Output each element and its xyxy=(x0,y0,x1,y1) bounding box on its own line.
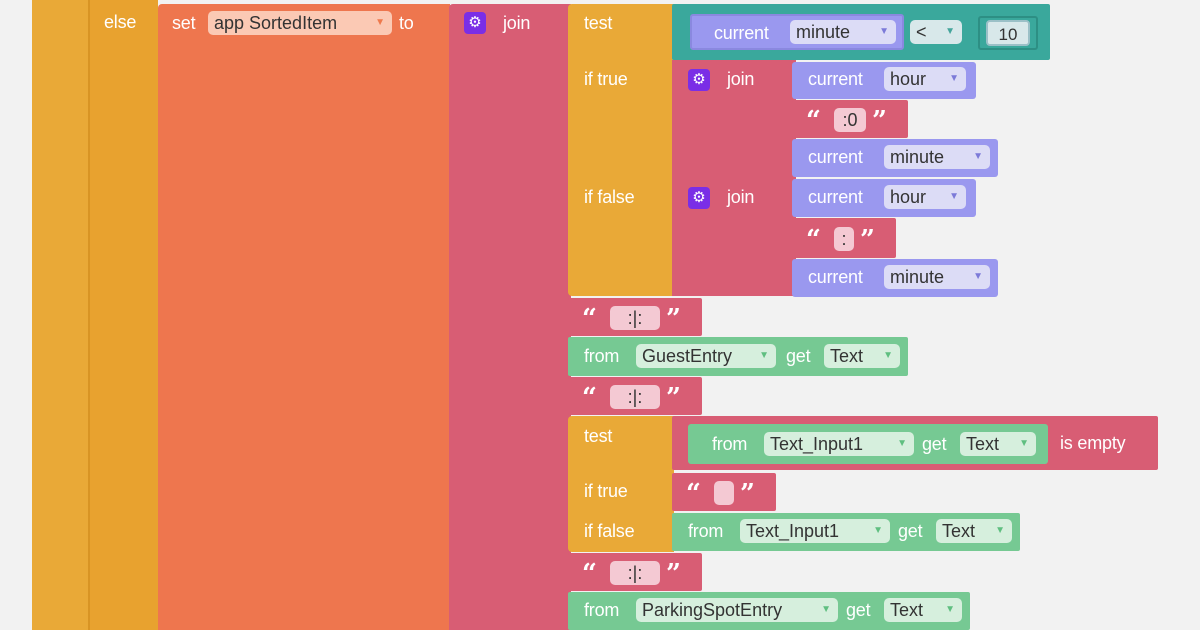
get-label: get xyxy=(898,521,923,541)
close-quote-icon: ” xyxy=(666,304,681,334)
variable-name: app SortedItem xyxy=(214,13,338,33)
component-dropdown[interactable]: Text_Input1 ▼ xyxy=(740,519,890,543)
current-label: current xyxy=(808,69,863,89)
hour-dropdown[interactable]: hour ▼ xyxy=(884,185,966,209)
open-quote-icon: “ xyxy=(806,106,821,136)
minute-dropdown[interactable]: minute ▼ xyxy=(884,265,990,289)
minute-dropdown[interactable]: minute ▼ xyxy=(884,145,990,169)
open-quote-icon: “ xyxy=(582,383,597,413)
separator-value[interactable]: :|: xyxy=(610,561,660,585)
chevron-down-icon: ▼ xyxy=(897,438,907,449)
minute-var: minute xyxy=(890,147,945,167)
join-true-label: join xyxy=(727,69,755,89)
chevron-down-icon: ▼ xyxy=(873,525,883,536)
else-branch-arm xyxy=(88,0,158,630)
chevron-down-icon: ▼ xyxy=(375,17,385,28)
close-quote-icon: ” xyxy=(740,479,755,509)
if2-if-false-label: if false xyxy=(584,521,635,541)
open-quote-icon: “ xyxy=(686,479,701,509)
property-name: Text xyxy=(830,346,864,366)
gear-icon[interactable]: ⚙ xyxy=(464,12,486,34)
from-label: from xyxy=(688,521,724,541)
chevron-down-icon: ▼ xyxy=(973,271,983,282)
operator-value: < xyxy=(916,22,927,42)
set-label: set xyxy=(172,13,196,33)
is-empty-label: is empty xyxy=(1060,433,1126,453)
property-dropdown[interactable]: Text ▼ xyxy=(884,598,962,622)
chevron-down-icon: ▼ xyxy=(879,26,889,37)
from-label: from xyxy=(712,434,748,454)
open-quote-icon: “ xyxy=(806,225,821,255)
get-label: get xyxy=(846,600,871,620)
hour-var: hour xyxy=(890,69,927,89)
close-quote-icon: ” xyxy=(860,225,875,255)
empty-string-value[interactable] xyxy=(714,481,734,505)
property-name: Text xyxy=(966,434,1000,454)
join-false-label: join xyxy=(727,187,755,207)
component-name: Text_Input1 xyxy=(770,434,864,454)
component-name: Text_Input1 xyxy=(746,521,840,541)
set-variable-block[interactable] xyxy=(158,4,450,630)
else-label: else xyxy=(104,12,137,32)
get-label: get xyxy=(786,346,811,366)
separator-value[interactable]: :|: xyxy=(610,385,660,409)
separator-value[interactable]: :|: xyxy=(610,306,660,330)
hour-dropdown[interactable]: hour ▼ xyxy=(884,67,966,91)
component-dropdown[interactable]: GuestEntry ▼ xyxy=(636,344,776,368)
gear-icon[interactable]: ⚙ xyxy=(688,69,710,91)
chevron-down-icon: ▼ xyxy=(883,350,893,361)
component-name: ParkingSpotEntry xyxy=(642,600,783,620)
to-label: to xyxy=(399,13,414,33)
get-label: get xyxy=(922,434,947,454)
main-join-block[interactable] xyxy=(449,4,571,630)
hour-var: hour xyxy=(890,187,927,207)
chevron-down-icon: ▼ xyxy=(945,604,955,615)
variable-dropdown[interactable]: app SortedItem ▼ xyxy=(208,11,392,35)
outer-if-block[interactable] xyxy=(32,0,94,630)
close-quote-icon: ” xyxy=(666,559,681,589)
if-block-1[interactable] xyxy=(568,4,674,296)
current-label: current xyxy=(808,267,863,287)
gear-icon[interactable]: ⚙ xyxy=(688,187,710,209)
component-name: GuestEntry xyxy=(642,346,733,366)
from-label: from xyxy=(584,600,620,620)
if1-if-true-label: if true xyxy=(584,69,628,89)
minute-var: minute xyxy=(890,267,945,287)
string-value[interactable]: : xyxy=(834,227,854,251)
if2-test-label: test xyxy=(584,426,613,446)
property-name: Text xyxy=(890,600,924,620)
operator-dropdown[interactable]: < ▼ xyxy=(910,20,962,44)
if1-test-label: test xyxy=(584,13,613,33)
number-value[interactable]: 10 xyxy=(986,20,1030,46)
property-dropdown[interactable]: Text ▼ xyxy=(936,519,1012,543)
component-dropdown[interactable]: ParkingSpotEntry ▼ xyxy=(636,598,838,622)
minute-dropdown[interactable]: minute ▼ xyxy=(790,20,896,44)
chevron-down-icon: ▼ xyxy=(973,151,983,162)
chevron-down-icon: ▼ xyxy=(759,350,769,361)
chevron-down-icon: ▼ xyxy=(949,73,959,84)
current-label: current xyxy=(808,187,863,207)
from-label: from xyxy=(584,346,620,366)
chevron-down-icon: ▼ xyxy=(821,604,831,615)
chevron-down-icon: ▼ xyxy=(1019,438,1029,449)
property-name: Text xyxy=(942,521,976,541)
open-quote-icon: “ xyxy=(582,304,597,334)
chevron-down-icon: ▼ xyxy=(949,191,959,202)
component-dropdown[interactable]: Text_Input1 ▼ xyxy=(764,432,914,456)
if2-if-true-label: if true xyxy=(584,481,628,501)
if-block-2[interactable] xyxy=(568,416,674,552)
current-label: current xyxy=(714,23,769,43)
chevron-down-icon: ▼ xyxy=(995,525,1005,536)
chevron-down-icon: ▼ xyxy=(945,26,955,37)
minute-var: minute xyxy=(796,22,851,42)
open-quote-icon: “ xyxy=(582,559,597,589)
current-label: current xyxy=(808,147,863,167)
property-dropdown[interactable]: Text ▼ xyxy=(824,344,900,368)
join-label: join xyxy=(503,13,531,33)
string-value[interactable]: :0 xyxy=(834,108,866,132)
close-quote-icon: ” xyxy=(666,383,681,413)
close-quote-icon: ” xyxy=(872,106,887,136)
property-dropdown[interactable]: Text ▼ xyxy=(960,432,1036,456)
if1-if-false-label: if false xyxy=(584,187,635,207)
